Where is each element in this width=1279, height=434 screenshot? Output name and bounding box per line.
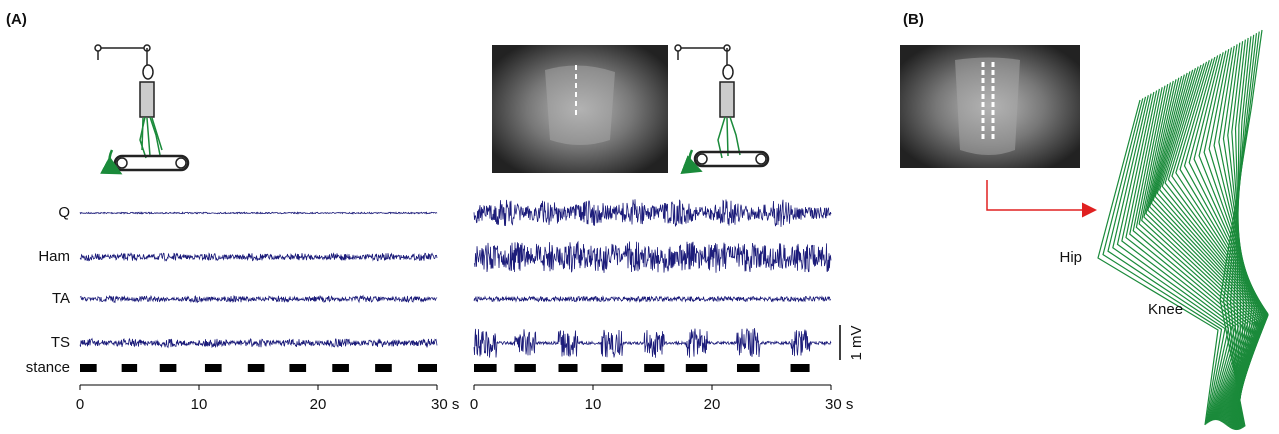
arrow <box>987 180 1094 210</box>
stance-bar <box>332 364 349 372</box>
x-tick-label: 30 s <box>825 396 853 413</box>
x-tick-label: 20 <box>704 396 721 413</box>
xray-image <box>492 45 668 173</box>
stance-bar <box>474 364 497 372</box>
joint-label: Hip <box>1059 249 1082 266</box>
emg-trace <box>80 339 437 348</box>
stance-bar <box>205 364 222 372</box>
stance-bar <box>514 364 535 372</box>
x-tick-label: 10 <box>585 396 602 413</box>
stance-bar <box>248 364 265 372</box>
x-tick-label: 10 <box>191 396 208 413</box>
muscle-label: TS <box>51 334 70 351</box>
x-tick-label: 0 <box>470 396 478 413</box>
subject-illustration <box>675 45 768 170</box>
emg-trace <box>80 296 437 303</box>
x-tick-label: 30 s <box>431 396 459 413</box>
stance-bar <box>418 364 437 372</box>
panel-label: (B) <box>903 11 924 28</box>
stance-bar <box>686 364 707 372</box>
emg-trace <box>80 253 437 261</box>
page: {"panel_a": {"label": "(A)", "muscles": … <box>0 0 1279 434</box>
x-tick-label: 20 <box>310 396 327 413</box>
emg-trace <box>474 297 831 302</box>
subject-illustration <box>95 45 188 172</box>
scale-label: 1 mV <box>848 325 865 360</box>
panel-label: (A) <box>6 11 27 28</box>
stance-bar <box>601 364 622 372</box>
muscle-label: Q <box>58 204 70 221</box>
kinematics-illustration <box>1098 30 1268 430</box>
stance-bar <box>375 364 392 372</box>
stance-bar <box>558 364 577 372</box>
x-tick-label: 0 <box>76 396 84 413</box>
stance-bar <box>122 364 137 372</box>
muscle-label: Ham <box>38 248 70 265</box>
stance-bar <box>791 364 810 372</box>
figure: (A) (B) Hip Knee Q Ham TA TS stance 0 10 20 30 s… <box>0 0 1279 434</box>
stance-bar <box>160 364 177 372</box>
stance-label: stance <box>26 359 70 376</box>
limb-stick <box>1113 95 1229 423</box>
stance-bar <box>737 364 760 372</box>
emg-trace <box>474 242 831 273</box>
emg-trace <box>474 328 831 358</box>
emg-trace <box>80 212 437 213</box>
xray-image <box>900 45 1080 168</box>
muscle-label: TA <box>52 290 70 307</box>
stance-bar <box>644 364 664 372</box>
emg-trace <box>474 199 831 227</box>
stance-bar <box>80 364 97 372</box>
stance-bar <box>289 364 306 372</box>
joint-label: Knee <box>1148 301 1183 318</box>
